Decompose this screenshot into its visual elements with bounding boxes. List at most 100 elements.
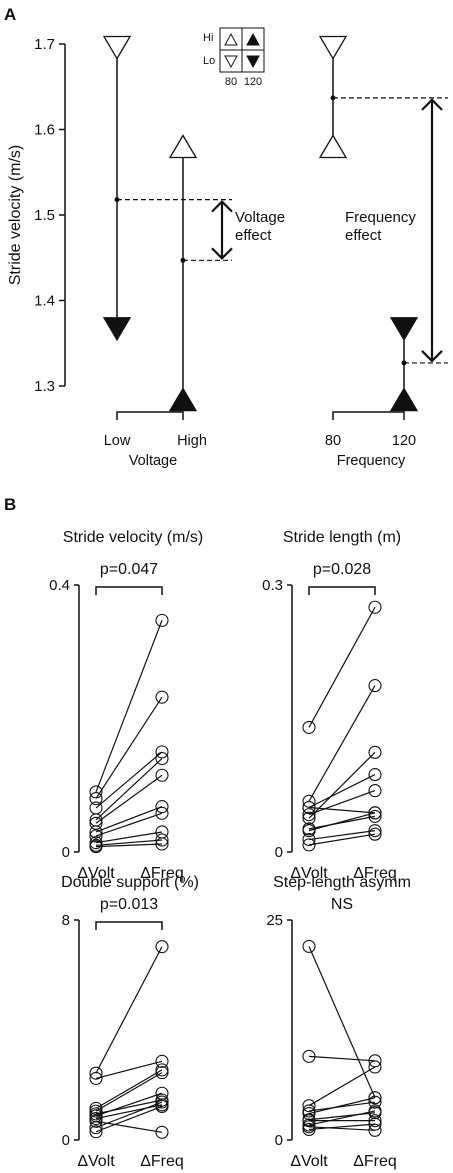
legend: Hi Lo 80 120 (203, 27, 265, 88)
freq-point (368, 745, 382, 759)
subplot-3: Double support (%) 0 8 p=0.013 ΔVolt ΔFreq (61, 874, 199, 1170)
pair-line (308, 812, 376, 832)
pair-line (308, 790, 376, 816)
subplot-title: Double support (%) (61, 874, 199, 891)
pair-line (95, 1072, 163, 1112)
voltage-effect-arrow (211, 200, 233, 260)
pair-line (95, 751, 163, 809)
pair-line (308, 830, 376, 841)
pair-line (95, 1104, 163, 1120)
panel-b-letter: B (4, 495, 16, 514)
pair-line (95, 774, 163, 824)
subplot-y-tick-label: 0 (275, 844, 283, 861)
x-label-dfreq: ΔFreq (353, 1153, 397, 1170)
pair-line (95, 946, 163, 1074)
panel-a: Stride velocity (m/s) 1.3 1.4 1.5 1.6 1.7 Hi… (7, 27, 448, 469)
frequency-effect-arrow-head-top (421, 98, 443, 111)
x-label-dvolt: ΔVolt (290, 1153, 328, 1170)
legend-down-filled-icon (246, 55, 260, 69)
frequency-effect-arrow-head-bottom (421, 350, 443, 363)
pair-line (308, 1123, 376, 1131)
pair-line (95, 1092, 163, 1117)
volt-point (302, 832, 316, 847)
significance-bracket (95, 586, 163, 595)
freq-point (368, 1060, 382, 1074)
volt-point (89, 1101, 103, 1115)
volt-point (302, 1099, 316, 1113)
freq-point (155, 613, 169, 627)
volt-point (302, 794, 316, 808)
freq-point (368, 1104, 382, 1118)
frequency-bracket (332, 411, 405, 420)
legend-down-open-icon (224, 55, 238, 69)
freq-point (368, 824, 382, 838)
frequency-effect-arrow (421, 98, 443, 363)
freq-point (155, 1054, 169, 1068)
triangle-up-open-marker (318, 134, 348, 159)
voltage-effect-arrow-head-top (211, 200, 233, 213)
freq-point (368, 806, 382, 820)
subplot-y-tick-label: 25 (266, 912, 283, 929)
triangle-down-filled-marker (389, 317, 419, 342)
x-label-dfreq: ΔFreq (140, 865, 184, 882)
volt-point (89, 825, 103, 839)
freq-point (155, 837, 169, 851)
pair-line (308, 1112, 376, 1121)
pair-line (308, 1110, 376, 1126)
freq-point (368, 1054, 382, 1068)
freq-point (155, 768, 169, 782)
freq-point (155, 1095, 169, 1109)
volt-point (89, 785, 103, 799)
panel-a-y-tick-label: 1.5 (34, 207, 55, 224)
significance-bracket (95, 921, 163, 930)
volt-point (89, 840, 103, 854)
legend-80-label: 80 (225, 76, 237, 88)
subplot-y-tick-label: 0 (62, 1132, 70, 1149)
frequency-effect-label: Frequency effect (345, 209, 416, 244)
freq-point (155, 1063, 169, 1077)
volt-point (89, 836, 103, 850)
subplot-y-tick-label: 0 (275, 1132, 283, 1149)
frequency-group: 80 120 Frequency (325, 411, 416, 469)
volt-point (302, 1049, 316, 1063)
x-label-dfreq: ΔFreq (140, 1153, 184, 1170)
panel-a-y-tick-label: 1.3 (34, 378, 55, 395)
freq-point (368, 600, 382, 614)
pair-line (95, 831, 163, 844)
voltage-effect-label: Voltage effect (235, 209, 285, 244)
volt-point (89, 829, 103, 843)
pair-line (95, 696, 163, 799)
pair-line (95, 620, 163, 793)
freq-point (155, 1066, 169, 1080)
triangle-down-open-marker (318, 35, 348, 60)
volt-point (302, 720, 316, 734)
voltage-bracket (116, 411, 184, 420)
x-label-dvolt: ΔVolt (290, 865, 328, 882)
significance-label: p=0.028 (313, 561, 371, 578)
pair-line (308, 946, 376, 1098)
panel-a-y-tick-label: 1.4 (34, 293, 55, 310)
volt-point (89, 1114, 103, 1128)
subplot-1: Stride velocity (m/s) 0 0.4 p=0.047 ΔVolt ΔFr… (49, 529, 203, 882)
legend-up-filled-icon (246, 32, 260, 46)
x-label-dvolt: ΔVolt (77, 865, 115, 882)
legend-hi-label: Hi (203, 32, 213, 44)
pair-line (308, 1101, 376, 1112)
subplot-y-tick-label: 0 (62, 844, 70, 861)
volt-point (302, 808, 316, 822)
panel-a-y-tick-label: 1.7 (34, 36, 55, 53)
pair-line (95, 1060, 163, 1079)
freq-point (368, 1123, 382, 1137)
subplot-title: Stride length (m) (283, 529, 401, 546)
x-label-dvolt: ΔVolt (77, 1153, 115, 1170)
subplot-y-tick-label: 0.3 (262, 577, 283, 594)
volt-point (89, 792, 103, 806)
panel-a-y-label: Stride velocity (m/s) (7, 145, 24, 285)
voltage-group: Low High Voltage (104, 411, 207, 469)
volt-point (89, 1104, 103, 1118)
pair-line (308, 1055, 376, 1062)
freq-point (155, 690, 169, 704)
freq-point (368, 679, 382, 693)
volt-point (89, 1125, 103, 1139)
